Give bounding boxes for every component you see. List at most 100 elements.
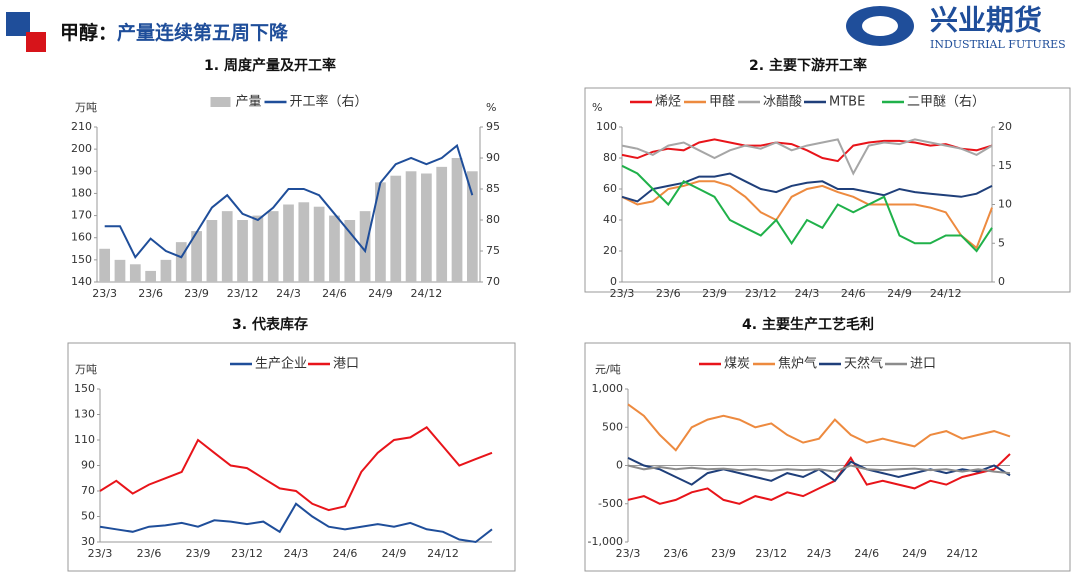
logo-square xyxy=(26,32,46,52)
y-tick-label: 20 xyxy=(603,244,617,257)
bar xyxy=(160,259,172,282)
x-tick-label: 23/12 xyxy=(227,287,259,300)
bar xyxy=(405,171,417,282)
x-tick-label: 24/3 xyxy=(807,547,832,560)
y-tick-label: 140 xyxy=(71,275,92,288)
logo-mark xyxy=(862,16,898,36)
y-axis-unit: 万吨 xyxy=(75,101,97,114)
legend-label: 煤炭 xyxy=(724,357,750,372)
y-axis-unit: 万吨 xyxy=(75,363,97,376)
slide-title: 甲醇：产量连续第五周下降 xyxy=(60,21,289,44)
y2-tick-label: 95 xyxy=(486,120,500,133)
y-tick-label: 0 xyxy=(610,275,617,288)
y-tick-label: 190 xyxy=(71,164,92,177)
x-tick-label: 24/3 xyxy=(276,287,301,300)
bar xyxy=(436,166,448,282)
chart-title: 3. 代表库存 xyxy=(232,316,308,333)
legend-label: 生产企业 xyxy=(255,356,307,372)
y-tick-label: 0 xyxy=(616,459,623,472)
logo-subtext: INDUSTRIAL FUTURES xyxy=(930,38,1066,51)
x-tick-label: 24/9 xyxy=(887,287,912,300)
x-tick-label: 24/6 xyxy=(854,547,879,560)
legend-label: 港口 xyxy=(333,357,359,372)
y2-tick-label: 80 xyxy=(486,213,500,226)
y-tick-label: 130 xyxy=(74,408,95,421)
bar xyxy=(283,204,294,282)
line-series xyxy=(99,502,493,544)
x-tick-label: 24/9 xyxy=(902,547,927,560)
bar xyxy=(329,215,340,282)
x-tick-label: 23/9 xyxy=(186,547,211,560)
chart-frame xyxy=(67,342,516,572)
x-tick-label: 23/6 xyxy=(138,287,163,300)
y-tick-label: -500 xyxy=(598,497,623,510)
x-tick-label: 23/9 xyxy=(702,287,727,300)
chart-title: 2. 主要下游开工率 xyxy=(749,57,867,74)
line-series xyxy=(621,138,993,176)
y-tick-label: 60 xyxy=(603,182,617,195)
bar xyxy=(175,242,187,282)
line-series xyxy=(627,403,1011,452)
y-tick-label: 80 xyxy=(603,151,617,164)
y-tick-label: 180 xyxy=(71,186,92,199)
y-tick-label: 70 xyxy=(81,484,95,497)
y2-tick-label: 10 xyxy=(998,198,1012,211)
x-tick-label: 24/6 xyxy=(333,547,358,560)
x-tick-label: 23/3 xyxy=(610,287,635,300)
logo-text: 兴业期货 xyxy=(930,4,1042,37)
y2-tick-label: 0 xyxy=(998,275,1005,288)
legend-label: MTBE xyxy=(829,95,865,110)
y-tick-label: 110 xyxy=(74,433,95,446)
chart-frame xyxy=(584,342,1071,572)
y-tick-label: 210 xyxy=(71,120,92,133)
bar xyxy=(375,182,386,282)
y-tick-label: 160 xyxy=(71,231,92,244)
y-tick-label: 150 xyxy=(74,382,95,395)
bar xyxy=(206,220,218,282)
bar xyxy=(298,202,310,282)
x-tick-label: 23/12 xyxy=(231,547,263,560)
line-series xyxy=(621,180,993,250)
legend-label: 天然气 xyxy=(844,356,883,372)
y-tick-label: 40 xyxy=(603,213,617,226)
x-tick-label: 24/9 xyxy=(382,547,407,560)
legend-label: 二甲醚（右） xyxy=(907,95,985,110)
bar xyxy=(451,158,463,282)
legend-label: 开工率（右） xyxy=(290,94,368,110)
y-tick-label: 30 xyxy=(81,535,95,548)
x-tick-label: 23/6 xyxy=(137,547,162,560)
x-tick-label: 23/3 xyxy=(616,547,641,560)
line-series xyxy=(104,143,474,260)
y2-tick-label: 5 xyxy=(998,236,1005,249)
bar xyxy=(221,211,233,282)
x-tick-label: 24/12 xyxy=(930,287,962,300)
y-tick-label: 100 xyxy=(596,120,617,133)
y-tick-label: 170 xyxy=(71,209,92,222)
x-tick-label: 23/9 xyxy=(184,287,209,300)
x-tick-label: 24/6 xyxy=(322,287,347,300)
x-tick-label: 23/6 xyxy=(656,287,681,300)
legend-label: 进口 xyxy=(910,357,936,372)
bar xyxy=(390,175,402,282)
bar xyxy=(99,248,111,282)
x-tick-label: 24/12 xyxy=(427,547,459,560)
line-series xyxy=(99,425,493,512)
bar xyxy=(344,220,356,282)
y2-tick-label: 70 xyxy=(486,275,500,288)
bar xyxy=(421,173,432,282)
y-tick-label: 200 xyxy=(71,142,92,155)
x-tick-label: 24/3 xyxy=(284,547,309,560)
line-series xyxy=(621,164,993,253)
y-tick-label: -1,000 xyxy=(588,535,623,548)
y2-tick-label: 20 xyxy=(998,120,1012,133)
bar xyxy=(191,231,202,282)
legend-label: 冰醋酸 xyxy=(763,94,802,110)
x-tick-label: 23/3 xyxy=(92,287,117,300)
legend-label: 产量 xyxy=(236,95,262,110)
x-tick-label: 24/9 xyxy=(368,287,393,300)
y-tick-label: 50 xyxy=(81,510,95,523)
bar xyxy=(313,206,325,282)
x-tick-label: 24/6 xyxy=(841,287,866,300)
x-tick-label: 23/12 xyxy=(745,287,777,300)
line-series xyxy=(627,464,1011,475)
